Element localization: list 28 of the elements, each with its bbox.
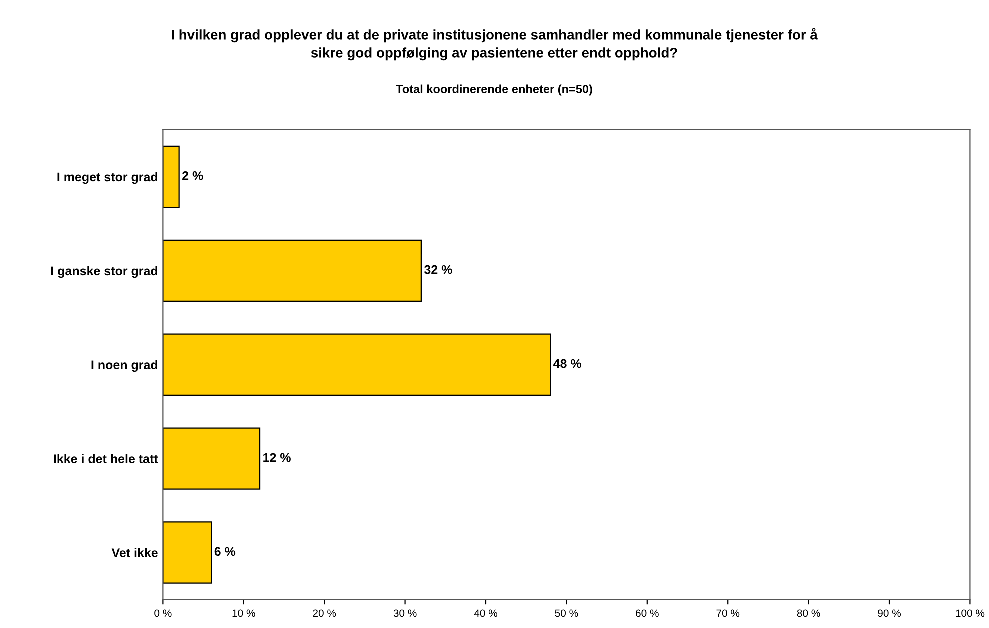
y-tick-label: I meget stor grad [58,172,158,184]
bar [163,428,261,490]
y-tick-label: Ikke i det hele tatt [54,454,158,464]
y-tick-label: Vet ikke [112,548,158,558]
x-tick-label: 50 % [555,610,578,618]
bar [163,240,422,302]
x-tick-label: 70 % [716,610,740,618]
chart-title: I hvilken grad opplever du at de private institusjonene samhandler med kommunale tjenester for å sikre god oppfølging av pasientene etter endt opphold? [172,28,818,61]
chart-subtitle: Total koordinerende enheter (n=50) [396,84,592,96]
data-label: 6 % [214,547,236,556]
bar [163,334,552,396]
x-tick-label: 80 % [797,610,820,618]
data-label: 32 % [424,265,452,274]
data-label: 2 % [182,171,204,180]
x-tick-label: 10 % [232,610,256,618]
x-tick-label: 60 % [636,610,659,618]
data-label: 12 % [264,453,291,462]
x-tick-label: 0 % [154,610,172,618]
x-tick-label: 100 % [956,610,985,618]
x-tick-label: 30 % [394,610,417,618]
data-label: 48 % [554,359,582,368]
x-tick-label: 90 % [878,610,902,618]
bar [163,146,180,208]
x-tick-label: 40 % [474,610,498,618]
y-tick-label: I ganske stor grad [51,266,158,278]
bar [163,522,212,584]
y-tick-label: I noen grad [92,360,158,372]
x-tick-label: 20 % [313,610,336,618]
